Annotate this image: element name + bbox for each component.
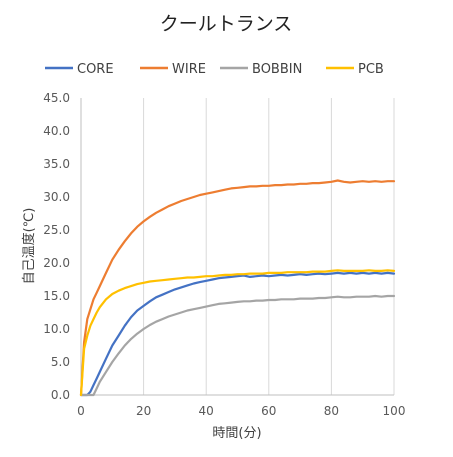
y-tick-label: 40.0 [43,124,70,138]
y-tick-label: 45.0 [43,91,70,105]
x-tick-label: 40 [199,404,214,418]
y-tick-labels: 0.0 5.0 10.0 15.0 20.0 25.0 30.0 35.0 40.0 45.0 [43,91,70,402]
legend-label-bobbin: BOBBIN [252,62,302,77]
axes [80,98,394,396]
series-line-bobbin [79,294,396,397]
legend: CORE WIRE BOBBIN PCB [45,62,384,77]
chart-title: クールトランス [160,13,293,35]
y-tick-label: 0.0 [51,388,70,402]
series-line-wire [79,179,396,397]
y-tick-label: 10.0 [43,322,70,336]
series-lines [79,179,396,397]
x-tick-label: 0 [77,404,85,418]
x-tick-label: 60 [261,404,276,418]
y-tick-label: 30.0 [43,190,70,204]
y-tick-label: 20.0 [43,256,70,270]
series-line-core [79,271,396,397]
y-tick-label: 15.0 [43,289,70,303]
legend-label-pcb: PCB [358,62,384,77]
x-tick-label: 20 [136,404,151,418]
y-tick-label: 25.0 [43,223,70,237]
x-axis-label: 時間(分) [212,426,261,441]
legend-label-wire: WIRE [172,62,206,77]
y-tick-label: 5.0 [51,355,70,369]
y-axis-label: 自己温度(℃) [21,208,37,285]
x-tick-labels: 0 20 40 60 80 100 [77,404,405,418]
grid [143,98,395,395]
x-tick-label: 100 [383,404,406,418]
series-line-pcb [79,269,396,397]
legend-label-core: CORE [77,62,114,77]
x-tick-label: 80 [324,404,339,418]
y-tick-label: 35.0 [43,157,70,171]
